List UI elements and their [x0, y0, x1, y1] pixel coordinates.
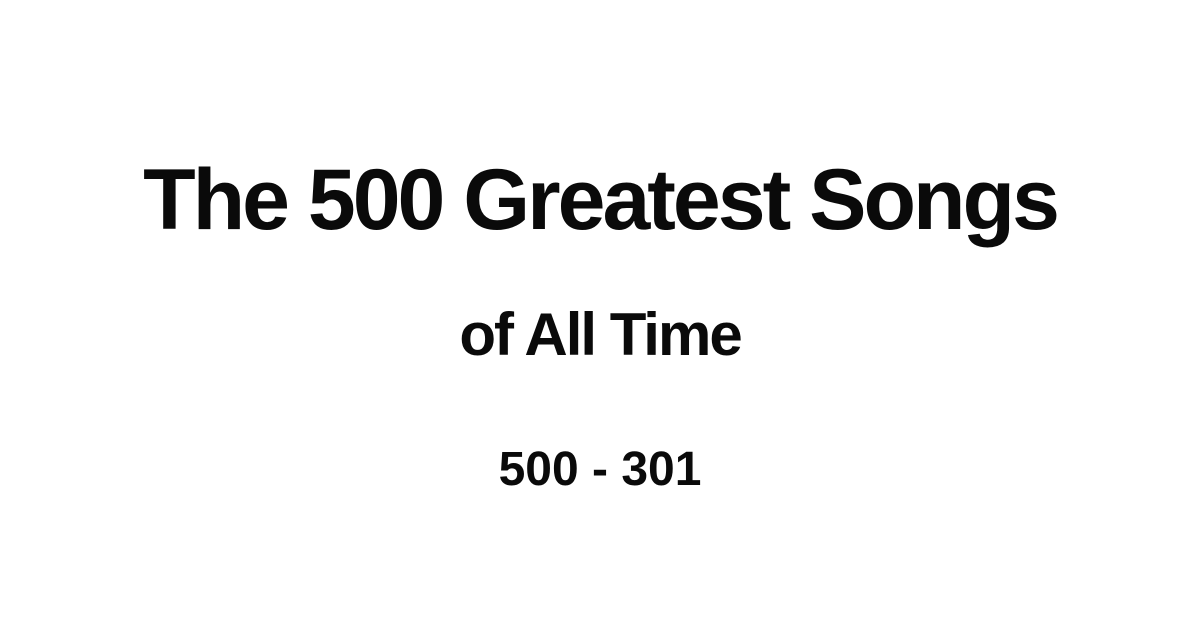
page-title: The 500 Greatest Songs	[143, 152, 1060, 248]
page-subtitle: of All Time	[459, 301, 742, 368]
rank-range: 500 - 301	[498, 443, 702, 496]
